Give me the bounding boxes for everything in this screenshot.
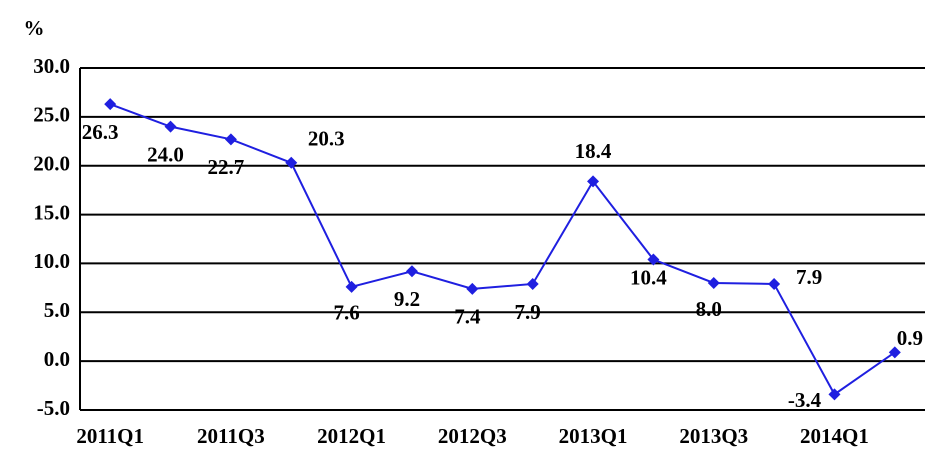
marker bbox=[164, 120, 177, 133]
data-label: 7.9 bbox=[515, 300, 541, 324]
data-label: 18.4 bbox=[575, 139, 612, 163]
data-label: 20.3 bbox=[308, 127, 345, 151]
x-tick-label: 2011Q3 bbox=[197, 424, 265, 448]
marker bbox=[466, 282, 479, 295]
marker bbox=[888, 346, 901, 359]
x-tick-label: 2012Q3 bbox=[438, 424, 507, 448]
data-label: 22.7 bbox=[208, 155, 245, 179]
x-tick-label: 2013Q3 bbox=[679, 424, 748, 448]
y-tick-label: 15.0 bbox=[33, 200, 70, 224]
data-label: 9.2 bbox=[394, 287, 420, 311]
y-tick-label: 25.0 bbox=[33, 103, 70, 127]
y-tick-label: 5.0 bbox=[44, 298, 70, 322]
x-tick-label: 2014Q1 bbox=[800, 424, 869, 448]
x-tick-label: 2012Q1 bbox=[317, 424, 386, 448]
y-tick-label: 20.0 bbox=[33, 152, 70, 176]
data-label: 26.3 bbox=[82, 120, 119, 144]
marker bbox=[285, 156, 298, 169]
data-label: 7.6 bbox=[333, 301, 359, 325]
x-tick-label: 2011Q1 bbox=[76, 424, 144, 448]
y-tick-label: -5.0 bbox=[37, 396, 70, 420]
data-label: 0.9 bbox=[897, 326, 923, 350]
data-label: 7.9 bbox=[796, 265, 822, 289]
marker bbox=[104, 98, 117, 111]
marker bbox=[526, 277, 539, 290]
data-label: -3.4 bbox=[788, 388, 822, 412]
marker bbox=[828, 388, 841, 401]
marker bbox=[587, 175, 600, 188]
line bbox=[109, 103, 896, 396]
x-tick-label: 2013Q1 bbox=[559, 424, 628, 448]
marker bbox=[647, 253, 660, 266]
data-label: 8.0 bbox=[696, 297, 722, 321]
marker bbox=[224, 133, 237, 146]
data-label: 7.4 bbox=[454, 305, 481, 329]
marker bbox=[405, 265, 418, 278]
y-tick-label: 30.0 bbox=[33, 54, 70, 78]
marker bbox=[345, 280, 358, 293]
data-label: 24.0 bbox=[147, 142, 184, 166]
y-axis-label: % bbox=[24, 16, 45, 40]
y-tick-label: 0.0 bbox=[44, 347, 70, 371]
marker bbox=[707, 276, 720, 289]
y-tick-label: 10.0 bbox=[33, 249, 70, 273]
marker bbox=[768, 277, 781, 290]
data-label: 10.4 bbox=[630, 265, 667, 289]
